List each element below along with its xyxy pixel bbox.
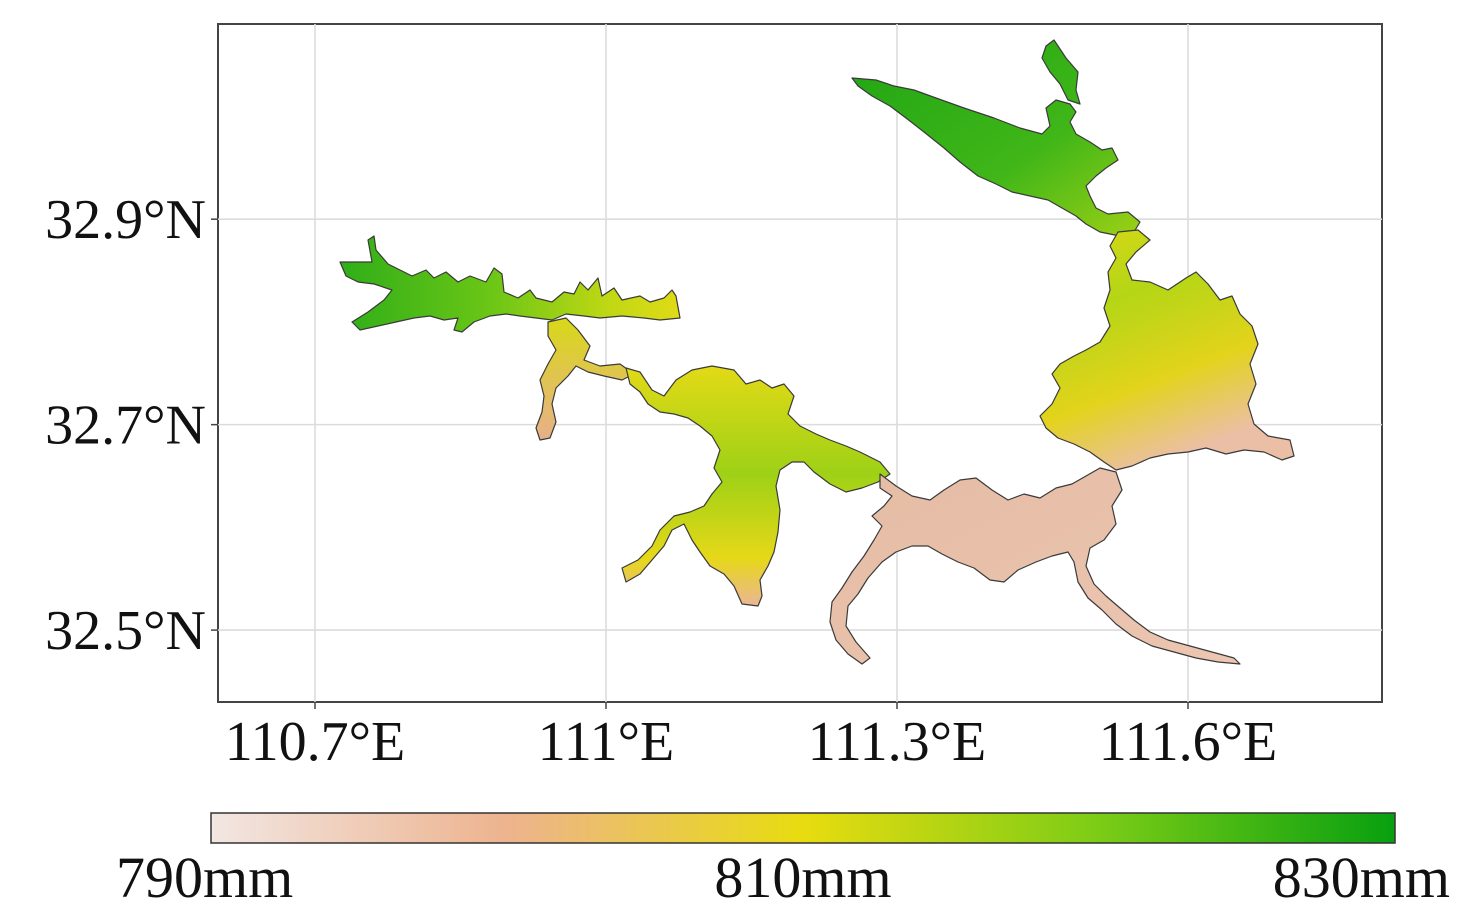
colorbar-tick-label: 830mm	[1273, 845, 1450, 910]
y-tick-label: 32.9°N	[45, 189, 206, 251]
x-tick-label: 111.3°E	[808, 711, 986, 773]
reservoir-northern	[851, 39, 1141, 237]
reservoir-central-body	[621, 365, 891, 607]
colorbar-tick-label: 810mm	[714, 845, 891, 910]
reservoir-polygons	[339, 39, 1295, 665]
reservoir-southern-channel	[829, 467, 1241, 665]
x-tick-label: 111°E	[538, 711, 674, 773]
y-tick-label: 32.7°N	[45, 395, 206, 457]
y-axis-ticks: 32.9°N 32.7°N 32.5°N	[45, 189, 218, 662]
y-tick-label: 32.5°N	[45, 600, 206, 662]
x-tick-label: 110.7°E	[225, 711, 406, 773]
reservoir-eastern-body	[1039, 229, 1295, 471]
colorbar	[210, 812, 1396, 844]
colorbar-ticks: 790mm 810mm 830mm	[116, 845, 1450, 910]
reservoir-western-tail	[535, 317, 635, 441]
x-tick-label: 111.6°E	[1099, 711, 1277, 773]
reservoir-western-arm	[339, 235, 681, 333]
x-axis-ticks: 110.7°E 111°E 111.3°E 111.6°E	[225, 702, 1277, 773]
colorbar-tick-label: 790mm	[116, 845, 293, 910]
